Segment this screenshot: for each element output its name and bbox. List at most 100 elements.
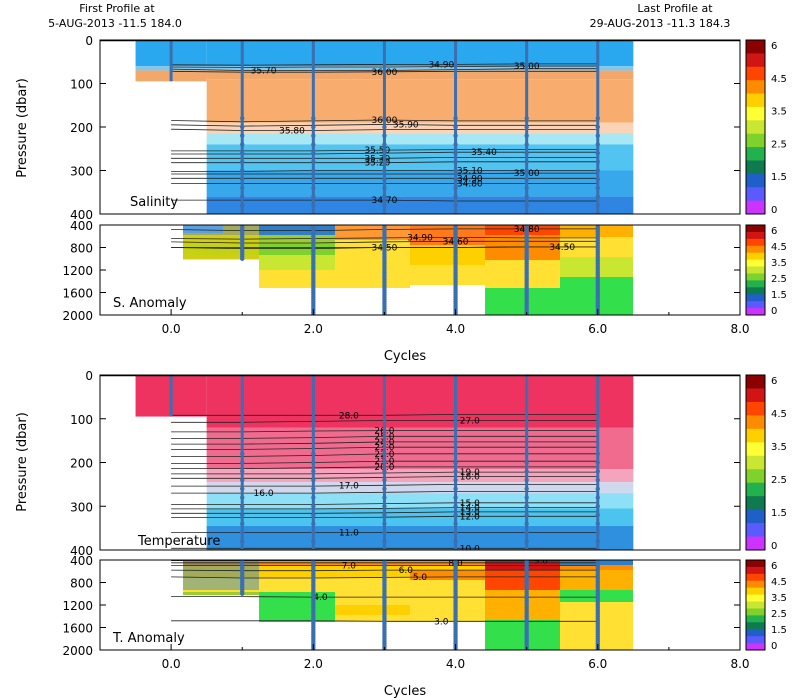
profile-sample (311, 124, 316, 130)
profile-sample (595, 486, 600, 491)
profile-sample (453, 194, 458, 199)
colorbar-swatch (746, 252, 765, 261)
y-tick-label: 200 (70, 457, 93, 471)
profile-sample (382, 539, 387, 544)
profile-sample (382, 185, 387, 191)
colorbar-swatch (746, 636, 765, 644)
colorbar-label: 0 (771, 205, 777, 216)
colorbar-label: 3.5 (771, 442, 787, 453)
profile-sample (240, 451, 245, 456)
colorbar-swatch (746, 266, 765, 274)
colorbar-label: 0 (771, 306, 777, 317)
y-tick-label: 1200 (62, 599, 93, 613)
colorbar-swatch (746, 40, 765, 54)
y-tick-label: 2000 (62, 644, 93, 658)
profile-sample (595, 194, 600, 199)
profile-sample (240, 159, 245, 164)
salinity-panel: 35.7034.9035.0036.0036.0035.9035.8035.50… (15, 34, 741, 222)
colorbar-swatch (746, 147, 765, 161)
colorbar-swatch (746, 66, 765, 81)
colorbar-swatch (746, 301, 765, 309)
colorbar-swatch (746, 469, 765, 484)
colorbar-label: 1.5 (771, 172, 787, 183)
x-axis-label-upper: Cycles (384, 349, 427, 364)
profile-sample (595, 150, 600, 156)
profile-sample (524, 194, 529, 199)
colorbar-swatch (746, 615, 765, 623)
profile-sample (524, 521, 529, 526)
last-profile-label: Last Profile at (637, 2, 713, 15)
y-tick-label: 0 (85, 369, 93, 383)
profile-sample (595, 159, 600, 164)
contour-label: 17.0 (339, 482, 359, 492)
salinity-anomaly-panel-label: S. Anomaly (113, 296, 187, 311)
profile-sample (311, 159, 316, 164)
profile-sample (595, 495, 600, 500)
profile-sample (240, 185, 245, 191)
profile-sample (595, 142, 600, 147)
colorbar-swatch (746, 160, 765, 175)
x-axis-label-lower: Cycles (384, 684, 427, 699)
profile-sample (240, 477, 245, 483)
profile-sample (382, 469, 387, 474)
colorbar-swatch (746, 601, 765, 609)
profile-sample (524, 116, 529, 121)
profile-sample (595, 211, 600, 214)
profile-sample (595, 168, 600, 173)
profile-sample (595, 469, 600, 474)
temperature-anomaly-panel: 9.08.07.06.05.04.03.0 400800120016002000… (62, 554, 741, 658)
contour-label: 28.0 (339, 411, 359, 421)
colorbar-swatch (746, 375, 765, 389)
colorbar-label: 3.5 (771, 107, 787, 118)
profile-sample (453, 547, 458, 550)
contour-label: 34.80 (457, 180, 483, 190)
profile-sample (240, 530, 245, 535)
profile-sample (382, 451, 387, 456)
profile-sample (311, 504, 316, 509)
contour-label: 7.0 (342, 562, 357, 572)
field-layer (206, 375, 634, 428)
profile-sample (453, 211, 458, 214)
profile-sample (240, 256, 245, 261)
contour-label: 35.40 (471, 148, 497, 158)
colorbar-label: 3.5 (771, 593, 787, 604)
profile-sample (382, 460, 387, 465)
contour-label: 35.90 (393, 121, 419, 131)
profile-sample (311, 142, 316, 147)
y-tick-label: 1600 (62, 287, 93, 301)
x-tick-label: 2.0 (304, 322, 323, 336)
x-axis-lower: 0.0 2.0 4.0 6.0 8.0 (162, 644, 750, 671)
profile-sample (311, 469, 316, 474)
colorbar-swatch (746, 415, 765, 430)
profile-sample (524, 142, 529, 147)
profile-sample (453, 150, 458, 156)
colorbar-swatch (746, 245, 765, 254)
contour-label: 35.80 (279, 126, 305, 136)
colorbars: 6 4.5 3.5 2.5 1.5 0 6 4.5 3.5 2.5 1.5 0 6 4.5 3.5 2.5 1.… (745, 39, 787, 652)
profile-sample (240, 504, 245, 509)
profile-sample (240, 194, 245, 199)
colorbar-swatch (746, 496, 765, 511)
salinity-ylabel: Pressure (dbar) (15, 78, 30, 178)
field-layer (206, 122, 634, 134)
profile-sample (311, 512, 316, 518)
profile-sample (311, 168, 316, 173)
profile-sample (311, 547, 316, 550)
contour-label: 5.0 (413, 573, 428, 583)
contour-label: 6.0 (399, 566, 414, 576)
colorbar-label: 0 (771, 641, 777, 652)
temperature-ylabel: Pressure (dbar) (15, 412, 30, 512)
profile-sample (524, 168, 529, 173)
contour-label: 35.10 (457, 167, 483, 177)
profile-sample (311, 495, 316, 500)
colorbar-label: 4.5 (771, 409, 787, 420)
profile-sample (382, 203, 387, 208)
profile-sample (382, 124, 387, 130)
y-tick-label: 200 (70, 121, 93, 135)
profile-sample (311, 530, 316, 535)
profile-sample (311, 150, 316, 156)
profile-sample (595, 451, 600, 456)
colorbar-swatch (746, 523, 765, 537)
profile-sample (311, 177, 316, 182)
